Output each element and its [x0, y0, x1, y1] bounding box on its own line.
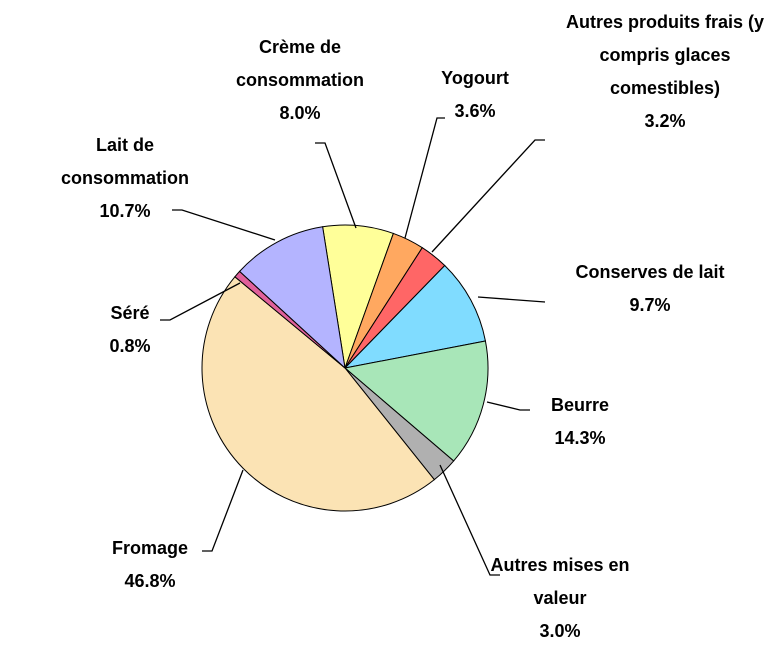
category-label: Autres mises en valeur — [490, 555, 630, 608]
category-label: Beurre — [550, 395, 610, 415]
leader-line — [439, 464, 500, 576]
value-label: 8.0% — [279, 103, 321, 123]
leader-line — [404, 117, 445, 239]
category-label: Lait de consommation — [60, 135, 189, 188]
value-label: 3.0% — [539, 621, 581, 641]
slice-label: Yogourt 3.6% — [415, 62, 535, 128]
category-label: Autres produits frais (y compris glaces … — [565, 12, 765, 98]
pie-slice — [238, 226, 346, 370]
value-label: 10.7% — [99, 201, 151, 221]
slice-label: Crème de consommation 8.0% — [215, 31, 385, 130]
leader-line — [172, 209, 276, 241]
slice-label: Autres mises en valeur 3.0% — [490, 549, 630, 648]
leader-line — [160, 282, 241, 321]
value-label: 14.3% — [554, 428, 606, 448]
slice-label: Lait de consommation 10.7% — [40, 129, 210, 228]
slice-label: Séré 0.8% — [80, 297, 180, 363]
category-label: Fromage — [111, 538, 189, 558]
leader-line — [431, 139, 545, 253]
category-label: Yogourt — [441, 68, 509, 88]
pie-slice — [343, 264, 487, 369]
slice-label: Conserves de lait 9.7% — [545, 256, 755, 322]
slice-label: Beurre 14.3% — [520, 389, 640, 455]
value-label: 0.8% — [109, 336, 151, 356]
pie-slice — [201, 276, 436, 512]
leader-line — [486, 401, 530, 411]
value-label: 3.6% — [454, 101, 496, 121]
leader-line — [477, 296, 546, 303]
category-label: Conserves de lait — [575, 262, 725, 282]
value-label: 3.2% — [644, 111, 686, 131]
pie-slice — [343, 340, 489, 462]
leader-line — [315, 142, 357, 229]
slice-label: Autres produits frais (y compris glaces … — [560, 6, 769, 138]
category-label: Crème de consommation — [235, 37, 364, 90]
value-label: 9.7% — [629, 295, 671, 315]
category-label: Séré — [110, 303, 150, 323]
slice-label: Fromage 46.8% — [90, 532, 210, 598]
leader-line — [202, 469, 244, 552]
value-label: 46.8% — [124, 571, 176, 591]
